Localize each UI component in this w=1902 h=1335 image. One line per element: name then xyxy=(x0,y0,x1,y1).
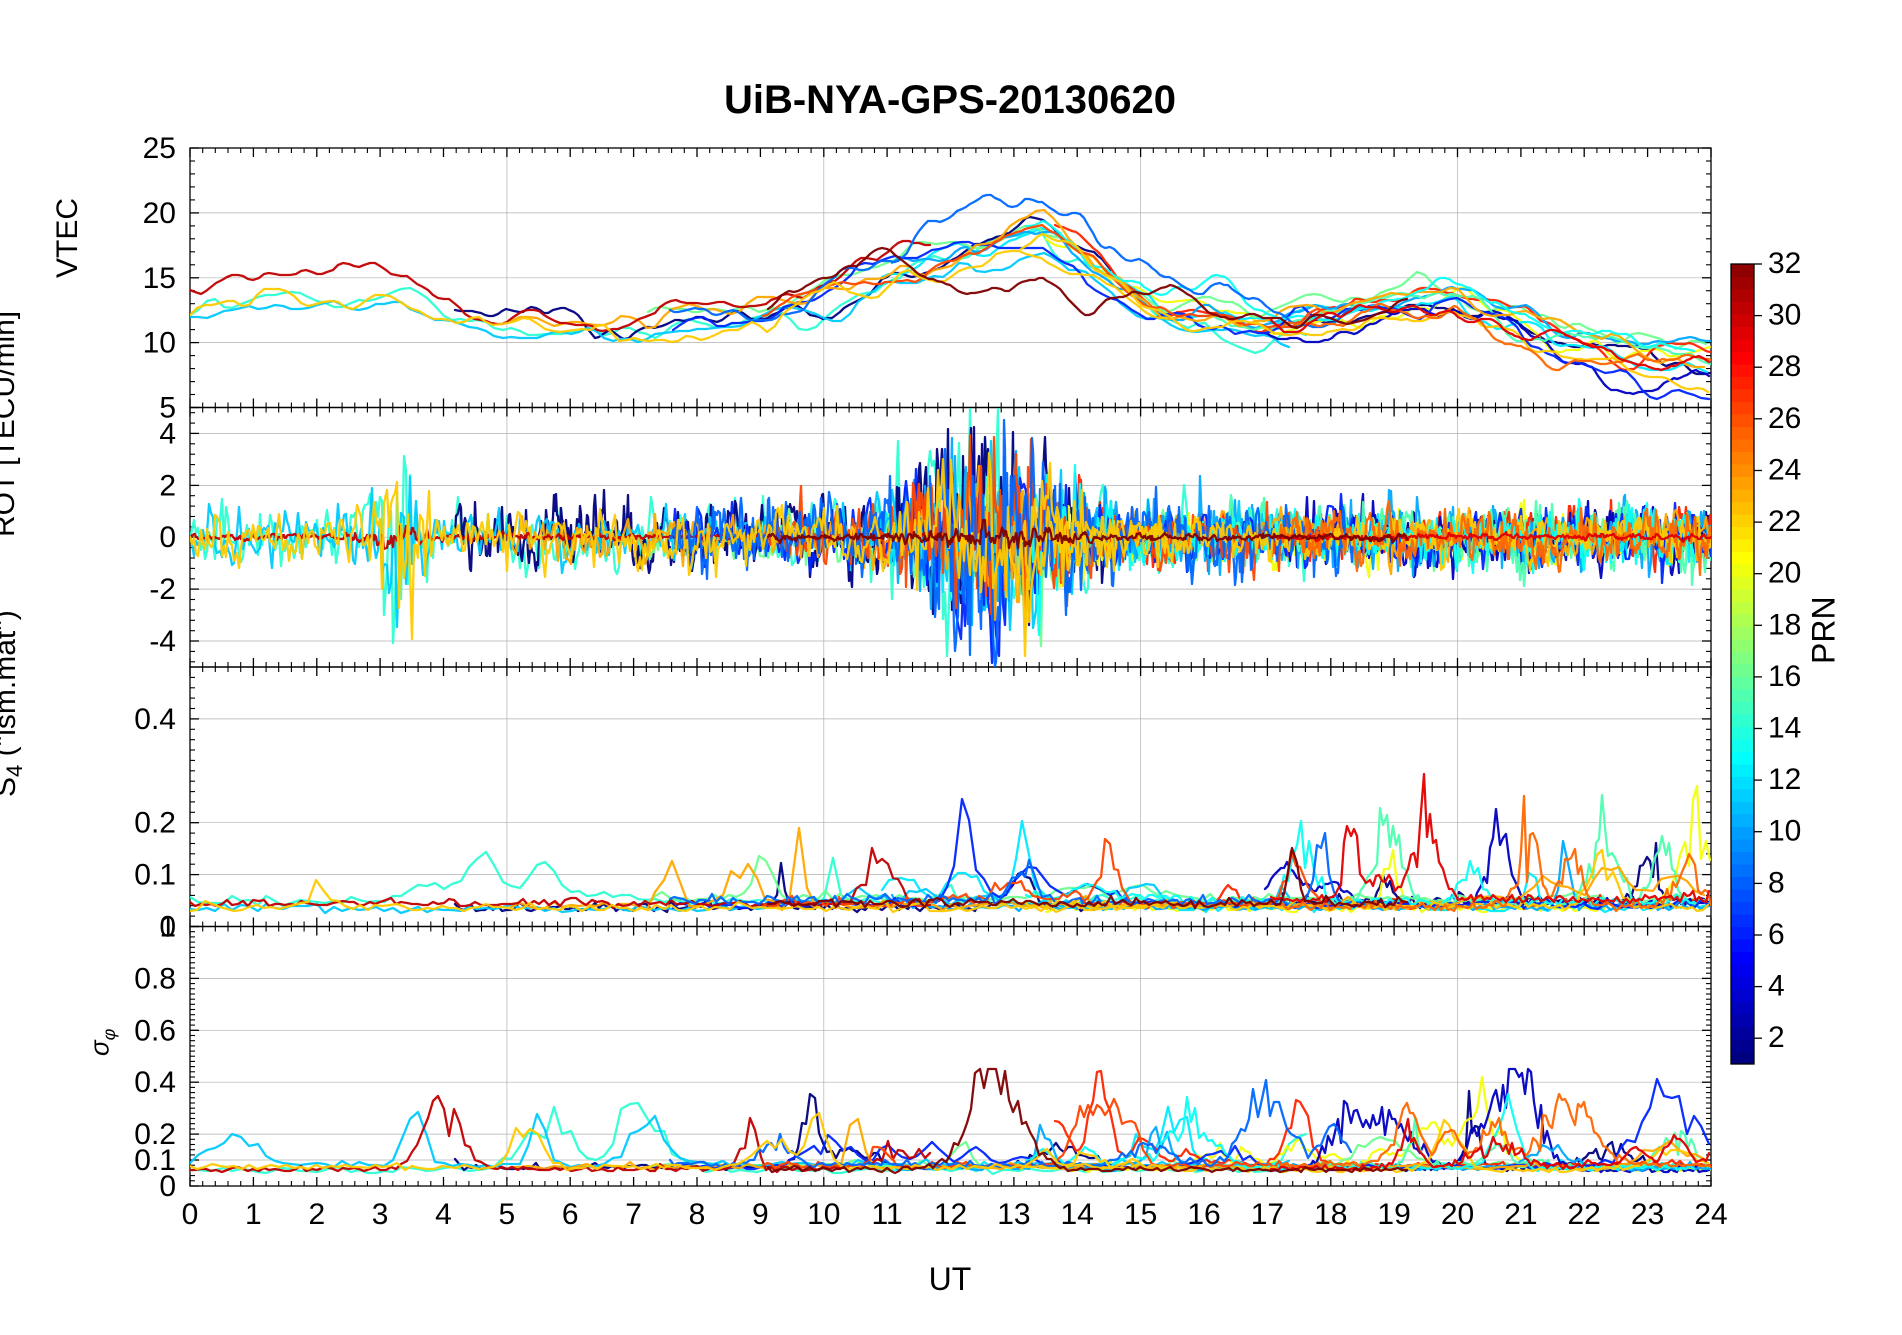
svg-text:5: 5 xyxy=(499,1198,516,1231)
svg-text:11: 11 xyxy=(872,1198,903,1231)
svg-text:15: 15 xyxy=(1124,1198,1157,1231)
svg-text:16: 16 xyxy=(1187,1198,1220,1231)
svg-text:6: 6 xyxy=(562,1198,579,1231)
svg-text:23: 23 xyxy=(1631,1198,1664,1231)
svg-text:21: 21 xyxy=(1504,1198,1537,1231)
svg-text:-4: -4 xyxy=(149,625,176,658)
svg-text:12: 12 xyxy=(1768,763,1801,796)
svg-text:1: 1 xyxy=(159,911,176,944)
svg-text:18: 18 xyxy=(1314,1198,1347,1231)
svg-text:3: 3 xyxy=(372,1198,389,1231)
svg-text:1: 1 xyxy=(245,1198,262,1231)
svg-text:14: 14 xyxy=(1768,712,1801,745)
svg-text:4: 4 xyxy=(435,1198,452,1231)
svg-text:2: 2 xyxy=(159,469,176,502)
svg-text:25: 25 xyxy=(143,132,176,165)
svg-text:10: 10 xyxy=(1768,815,1801,848)
svg-text:17: 17 xyxy=(1251,1198,1284,1231)
svg-text:8: 8 xyxy=(689,1198,706,1231)
svg-text:-2: -2 xyxy=(149,573,176,606)
svg-text:15: 15 xyxy=(143,262,176,295)
svg-text:8: 8 xyxy=(1768,866,1785,899)
svg-text:22: 22 xyxy=(1568,1198,1601,1231)
svg-text:14: 14 xyxy=(1061,1198,1094,1231)
svg-text:16: 16 xyxy=(1768,660,1801,693)
svg-text:12: 12 xyxy=(934,1198,967,1231)
svg-text:6: 6 xyxy=(1768,918,1785,951)
svg-text:4: 4 xyxy=(1768,970,1785,1003)
svg-text:18: 18 xyxy=(1768,608,1801,641)
svg-text:9: 9 xyxy=(752,1198,769,1231)
svg-text:0.4: 0.4 xyxy=(134,703,176,736)
svg-text:20: 20 xyxy=(143,197,176,230)
svg-text:28: 28 xyxy=(1768,350,1801,383)
svg-text:2: 2 xyxy=(1768,1021,1785,1054)
svg-text:0.8: 0.8 xyxy=(134,962,176,995)
svg-text:20: 20 xyxy=(1768,557,1801,590)
svg-text:19: 19 xyxy=(1377,1198,1410,1231)
svg-text:0: 0 xyxy=(182,1198,199,1231)
svg-text:32: 32 xyxy=(1768,247,1801,280)
svg-text:7: 7 xyxy=(625,1198,642,1231)
svg-text:0.1: 0.1 xyxy=(134,859,176,892)
svg-text:26: 26 xyxy=(1768,402,1801,435)
svg-text:13: 13 xyxy=(997,1198,1030,1231)
svg-text:24: 24 xyxy=(1768,454,1801,487)
svg-text:24: 24 xyxy=(1694,1198,1727,1231)
svg-text:4: 4 xyxy=(159,417,176,450)
svg-text:0: 0 xyxy=(159,521,176,554)
svg-text:30: 30 xyxy=(1768,299,1801,332)
svg-text:10: 10 xyxy=(143,327,176,360)
svg-text:0.6: 0.6 xyxy=(134,1014,176,1047)
svg-text:0.4: 0.4 xyxy=(134,1066,176,1099)
svg-text:22: 22 xyxy=(1768,505,1801,538)
svg-text:20: 20 xyxy=(1441,1198,1474,1231)
svg-text:0.2: 0.2 xyxy=(134,807,176,840)
svg-text:10: 10 xyxy=(807,1198,840,1231)
svg-text:2: 2 xyxy=(308,1198,325,1231)
svg-text:0.2: 0.2 xyxy=(134,1118,176,1151)
